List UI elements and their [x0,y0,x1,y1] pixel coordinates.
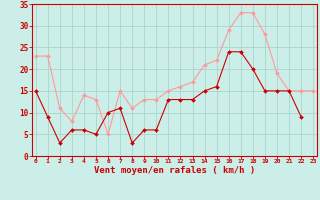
X-axis label: Vent moyen/en rafales ( km/h ): Vent moyen/en rafales ( km/h ) [94,166,255,175]
